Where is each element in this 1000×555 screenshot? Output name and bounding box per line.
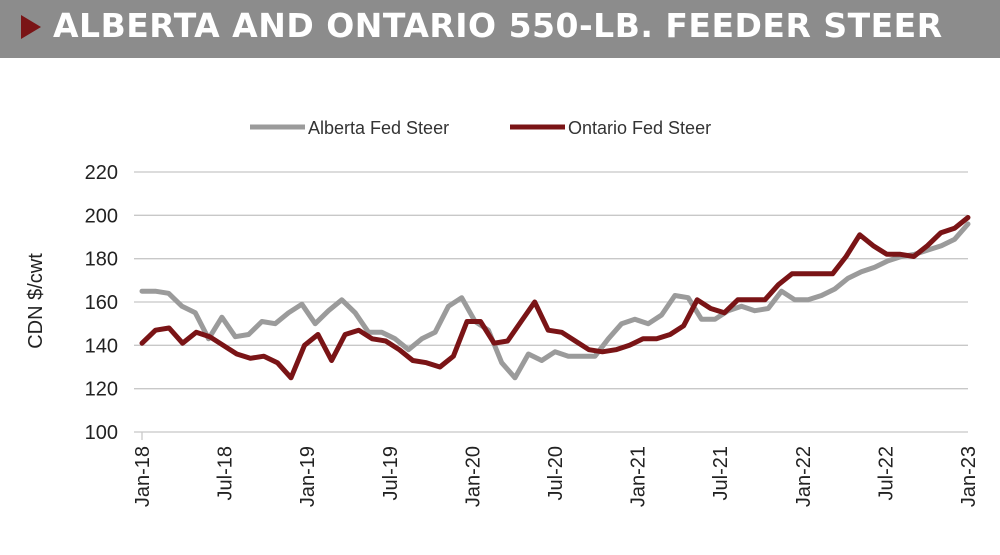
x-axis-ticks: Jan-18 Jul-18 Jan-19 Jul-19 Jan-20 Jul-20 Jan-… xyxy=(132,446,980,507)
ontario-fed-steer-line xyxy=(139,215,971,381)
x-tick-label: Jan-23 xyxy=(958,446,980,507)
x-tick-label: Jul-22 xyxy=(875,446,897,500)
play-triangle-icon xyxy=(21,15,41,39)
series-lines xyxy=(139,215,971,381)
alberta-fed-steer-line xyxy=(139,221,971,381)
x-tick-label: Jan-20 xyxy=(462,446,484,507)
legend: Alberta Fed Steer Ontario Fed Steer xyxy=(250,118,711,138)
x-tick-label: Jul-20 xyxy=(545,446,567,500)
y-axis-label: CDN $/cwt xyxy=(25,253,47,349)
chart-title: ALBERTA AND ONTARIO 550-LB. FEEDER STEER xyxy=(53,6,943,45)
y-tick-label: 220 xyxy=(85,162,118,184)
y-tick-label: 180 xyxy=(85,249,118,271)
x-tick-label: Jan-21 xyxy=(628,446,650,507)
legend-label: Alberta Fed Steer xyxy=(308,118,449,138)
gridlines xyxy=(134,171,968,440)
y-tick-label: 120 xyxy=(85,379,118,401)
x-tick-label: Jan-18 xyxy=(132,446,154,507)
x-tick-label: Jul-21 xyxy=(710,446,732,500)
y-tick-label: 140 xyxy=(85,335,118,357)
x-tick-label: Jul-18 xyxy=(215,446,237,500)
title-banner: ALBERTA AND ONTARIO 550-LB. FEEDER STEER xyxy=(0,0,1000,58)
y-tick-label: 160 xyxy=(85,292,118,314)
x-tick-label: Jan-22 xyxy=(793,446,815,507)
legend-label: Ontario Fed Steer xyxy=(568,118,711,138)
x-tick-label: Jul-19 xyxy=(380,446,402,500)
y-tick-label: 100 xyxy=(85,422,118,444)
y-tick-label: 200 xyxy=(85,205,118,227)
y-axis-ticks: 100 120 140 160 180 200 220 xyxy=(85,162,118,444)
x-tick-label: Jan-19 xyxy=(297,446,319,507)
